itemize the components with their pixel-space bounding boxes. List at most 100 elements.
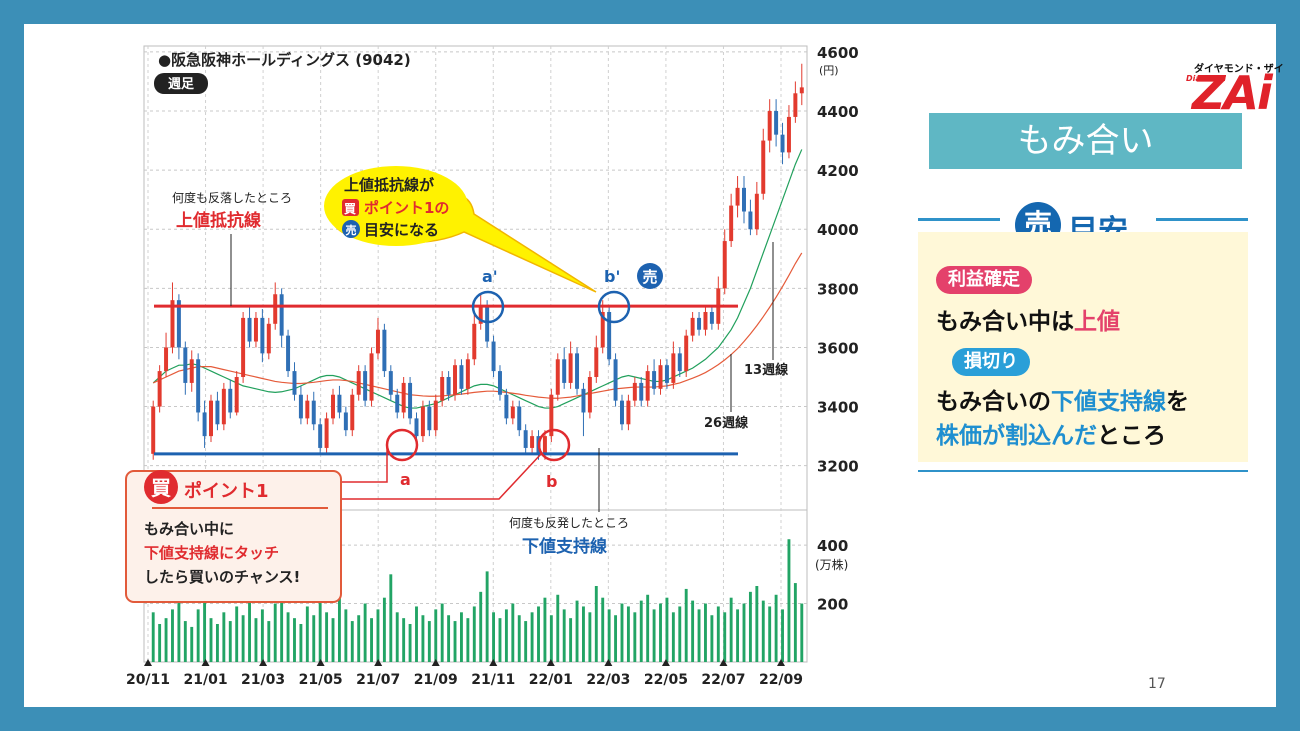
stock-chart: 3200 3400 3600 3800 4000 4200 4400 4600 (円) 200 40…	[125, 44, 859, 688]
time-tick-label: 22/09	[759, 672, 803, 688]
chart-title: ●阪急阪神ホールディングス (9042)	[158, 51, 411, 69]
volume-bar	[761, 600, 765, 662]
candle-body	[645, 371, 650, 401]
profit-text-highlight: 上値	[1074, 309, 1120, 335]
time-tick-label: 21/03	[241, 672, 285, 688]
callout-line1: 上値抵抗線が	[344, 176, 435, 194]
volume-bar	[447, 615, 451, 662]
candle-body	[780, 134, 785, 153]
candle-body	[594, 347, 599, 378]
callout-sell-circle	[342, 220, 360, 238]
volume-bar	[421, 615, 425, 662]
candle-body	[157, 371, 162, 407]
volume-unit: (万株)	[815, 557, 848, 572]
volume-bar	[222, 612, 226, 662]
candle-body	[453, 365, 458, 395]
candle-body	[408, 382, 413, 419]
candle-body	[427, 406, 432, 431]
volume-bar	[183, 621, 187, 662]
callout-sell-mark: 売	[346, 223, 357, 237]
price-tick-label: 4200	[817, 162, 859, 180]
section-title: もみ合い	[929, 113, 1242, 169]
candle-body	[183, 347, 188, 383]
candle-body	[735, 187, 740, 206]
ma13-label: 13週線	[744, 362, 789, 378]
volume-bar	[286, 612, 290, 662]
volume-bar	[543, 597, 547, 662]
volume-bar	[678, 606, 682, 662]
price-tick-label: 4400	[817, 103, 859, 121]
loss-text-2: 株価が割込んだところ	[936, 416, 1166, 450]
candle-body	[523, 430, 528, 448]
volume-bar	[498, 618, 502, 662]
volume-bar	[331, 618, 335, 662]
candle-body	[549, 394, 554, 437]
price-tick-label: 4600	[817, 44, 859, 62]
brand-top: ダイヤモンド・ザイ	[1194, 64, 1284, 75]
candle-body	[786, 116, 791, 153]
volume-bar	[504, 609, 508, 662]
volume-bar	[305, 606, 309, 662]
volume-bar	[350, 621, 354, 662]
volume-bar	[389, 574, 393, 662]
time-tick-marker	[777, 659, 785, 666]
volume-bar	[620, 603, 624, 662]
time-tick-marker	[431, 659, 440, 666]
candle-body	[793, 93, 798, 117]
volume-bar	[793, 583, 797, 662]
volume-bar	[736, 609, 740, 662]
support-label: 下値支持線	[522, 536, 607, 557]
candle-body	[581, 388, 586, 413]
slide: 3200 3400 3600 3800 4000 4200 4400 4600 (円) 200 40…	[24, 24, 1284, 707]
candle-body	[440, 377, 445, 401]
callout-buy-box	[342, 199, 359, 216]
volume-bar	[697, 609, 701, 662]
volume-bar	[684, 588, 688, 662]
volume-bar	[691, 600, 695, 662]
volume-tick-label: 400	[817, 537, 848, 555]
candle-body	[472, 323, 477, 360]
volume-bar	[293, 618, 296, 662]
candle-body	[363, 371, 368, 401]
volume-bar	[549, 615, 553, 662]
loss-text-highlight2: 株価が割込んだ	[936, 423, 1097, 449]
volume-bar	[524, 621, 528, 662]
buy-line1: もみ合い中に	[144, 520, 234, 538]
candle-body	[658, 365, 663, 389]
volume-bar	[781, 609, 784, 662]
volume-bar	[652, 609, 656, 662]
candle-body	[279, 294, 284, 336]
volume-bar	[710, 615, 714, 662]
axes: 3200 3400 3600 3800 4000 4200 4400 4600 (円) 200 40…	[126, 44, 859, 688]
touch-circle-a2	[471, 290, 505, 324]
candle-body	[176, 300, 181, 348]
buy-mark-text: 買	[151, 476, 171, 500]
volume-bar	[768, 606, 772, 662]
candle-body	[485, 306, 490, 342]
candle-body	[266, 323, 271, 354]
candle-body	[767, 111, 772, 141]
candle-body	[459, 365, 464, 389]
connector-b	[341, 453, 542, 500]
candle-body	[324, 418, 329, 448]
price-tick-label: 3200	[817, 458, 859, 476]
volume-bar	[171, 609, 174, 662]
volume-bar	[357, 615, 361, 662]
point-a-label: a	[400, 470, 411, 489]
candle-body	[311, 400, 316, 425]
candle-body	[164, 347, 169, 372]
candle-body	[607, 311, 612, 360]
volume-bar	[479, 591, 483, 662]
volume-bar	[267, 621, 271, 662]
loss-text-suffix: ところ	[1097, 423, 1166, 449]
buy-title: ポイント1	[184, 480, 269, 502]
touch-circle-b	[537, 428, 571, 462]
candle-body	[542, 436, 547, 454]
candle-body	[761, 140, 766, 194]
time-tick-marker	[661, 659, 670, 666]
heading-rule-left	[918, 218, 1000, 221]
volume-bar	[248, 600, 251, 662]
candle-body	[709, 311, 714, 324]
volume-bar	[427, 621, 431, 662]
time-tick-marker	[374, 659, 383, 666]
